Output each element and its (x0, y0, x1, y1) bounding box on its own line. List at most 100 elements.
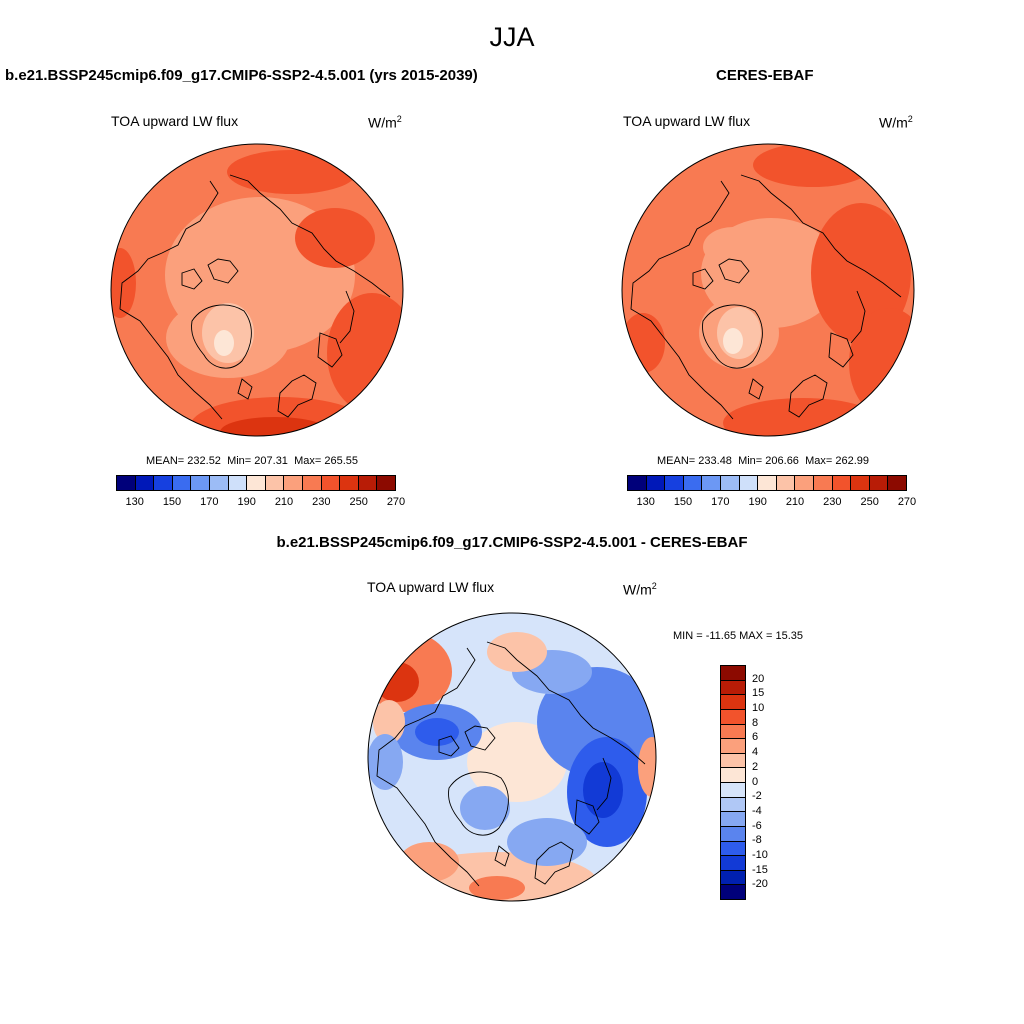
diff-colorbar-tick-label: -15 (752, 863, 768, 876)
right-colorbar-tick-label: 210 (785, 496, 805, 508)
right-colorbar-swatch (776, 476, 796, 490)
diff-polar-map (367, 612, 657, 902)
diff-colorbar-swatch (721, 724, 745, 740)
diff-colorbar-swatch (721, 768, 745, 783)
right-panel-title: CERES-EBAF (716, 67, 814, 84)
left-colorbar-tick-label: 250 (349, 496, 368, 508)
left-colorbar-tick-label: 190 (237, 496, 256, 508)
left-colorbar-swatch (265, 476, 285, 490)
diff-colorbar-tick-label: -2 (752, 790, 762, 803)
left-colorbar-swatch (191, 476, 210, 490)
diff-colorbar-tick-label: -6 (752, 819, 762, 832)
right-panel-units: W/m2 (879, 114, 913, 131)
left-panel-title: b.e21.BSSP245cmip6.f09_g17.CMIP6-SSP2-4.… (5, 67, 478, 84)
left-colorbar-swatch (247, 476, 266, 490)
diff-colorbar-swatch (721, 783, 745, 798)
diff-colorbar (720, 665, 746, 900)
right-colorbar-swatch (888, 476, 906, 490)
right-colorbar-swatch (720, 476, 740, 490)
left-polar-map (110, 143, 404, 437)
right-colorbar-tick-label: 150 (673, 496, 693, 508)
diff-colorbar-tick-label: 10 (752, 702, 765, 715)
diff-colorbar-swatch (721, 812, 745, 827)
diff-colorbar-tick-label: 4 (752, 746, 759, 759)
left-min-value: 207.31 (254, 455, 288, 467)
diff-colorbar-swatch (721, 680, 745, 696)
diff-colorbar-swatch (721, 666, 745, 681)
diff-colorbar-tick-label: -4 (752, 804, 762, 817)
right-colorbar-tick-label: 190 (748, 496, 767, 508)
diff-colorbar-tick-label: -8 (752, 834, 762, 847)
left-max-value: 265.55 (324, 455, 358, 467)
right-colorbar-swatch (851, 476, 870, 490)
left-mean-value: 232.52 (187, 455, 221, 467)
left-colorbar-tick-label: 270 (386, 496, 406, 508)
right-colorbar-swatch (832, 476, 852, 490)
diff-colorbar-swatch (721, 695, 745, 710)
diff-colorbar-tick-label: 0 (752, 775, 759, 788)
right-colorbar-tick-label: 170 (711, 496, 730, 508)
left-colorbar-swatch (209, 476, 229, 490)
right-colorbar-swatch (869, 476, 889, 490)
diff-colorbar-swatch (721, 797, 745, 813)
diff-panel-title: b.e21.BSSP245cmip6.f09_g17.CMIP6-SSP2-4.… (276, 534, 748, 551)
left-colorbar-tick-label: 150 (162, 496, 182, 508)
diff-panel-minmax: MIN = -11.65 MAX = 15.35 (673, 630, 804, 642)
right-colorbar-swatch (702, 476, 721, 490)
left-colorbar-swatch (340, 476, 359, 490)
diff-colorbar-tick-label: 6 (752, 731, 759, 744)
diff-colorbar-swatch (721, 739, 745, 754)
right-colorbar-swatch (758, 476, 777, 490)
diff-colorbar-tick-label: -20 (752, 878, 768, 891)
right-min-value: 206.66 (765, 455, 799, 467)
diff-colorbar-tick-label: 8 (752, 716, 759, 729)
right-colorbar-swatch (795, 476, 814, 490)
left-colorbar (116, 475, 396, 491)
diff-colorbar-swatch (721, 709, 745, 725)
left-colorbar-tick-label: 170 (200, 496, 219, 508)
right-colorbar-swatch (683, 476, 703, 490)
diff-colorbar-swatch (721, 753, 745, 769)
left-colorbar-tick-label: 130 (125, 496, 144, 508)
right-colorbar-swatch (646, 476, 666, 490)
right-panel-stats: MEAN= 233.48 Min= 206.66 Max= 262.99 (657, 455, 869, 467)
diff-colorbar-swatch (721, 885, 745, 899)
right-panel-subtitle: TOA upward LW flux (623, 113, 751, 129)
left-colorbar-tick-label: 210 (274, 496, 294, 508)
right-colorbar-tick-label: 250 (860, 496, 879, 508)
figure-title: JJA (489, 22, 535, 52)
right-colorbar-swatch (813, 476, 833, 490)
right-colorbar (627, 475, 907, 491)
diff-colorbar-tick-label: 15 (752, 687, 765, 700)
diff-colorbar-tick-label: 2 (752, 760, 759, 773)
diff-panel-subtitle: TOA upward LW flux (367, 579, 495, 595)
right-colorbar-tick-label: 130 (636, 496, 655, 508)
left-panel-subtitle: TOA upward LW flux (111, 113, 239, 129)
diff-colorbar-tick-label: -10 (752, 848, 768, 861)
left-colorbar-swatch (377, 476, 395, 490)
left-colorbar-swatch (172, 476, 192, 490)
left-colorbar-swatch (284, 476, 303, 490)
left-colorbar-tick-label: 230 (312, 496, 331, 508)
right-colorbar-swatch (628, 476, 647, 490)
diff-colorbar-swatch (721, 870, 745, 886)
left-panel-units: W/m2 (368, 114, 402, 131)
left-colorbar-swatch (154, 476, 173, 490)
left-colorbar-swatch (302, 476, 322, 490)
left-colorbar-swatch (228, 476, 248, 490)
diff-colorbar-swatch (721, 841, 745, 857)
left-colorbar-swatch (135, 476, 155, 490)
diff-panel-units: W/m2 (623, 581, 657, 598)
diff-colorbar-swatch (721, 856, 745, 871)
right-max-value: 262.99 (835, 455, 869, 467)
right-colorbar-swatch (739, 476, 759, 490)
right-polar-map (621, 143, 915, 437)
diff-colorbar-tick-label: 20 (752, 672, 765, 685)
left-colorbar-swatch (117, 476, 136, 490)
left-colorbar-swatch (321, 476, 341, 490)
right-mean-value: 233.48 (698, 455, 732, 467)
right-colorbar-swatch (665, 476, 684, 490)
right-colorbar-tick-label: 230 (823, 496, 842, 508)
right-colorbar-tick-label: 270 (897, 496, 917, 508)
diff-colorbar-swatch (721, 826, 745, 842)
